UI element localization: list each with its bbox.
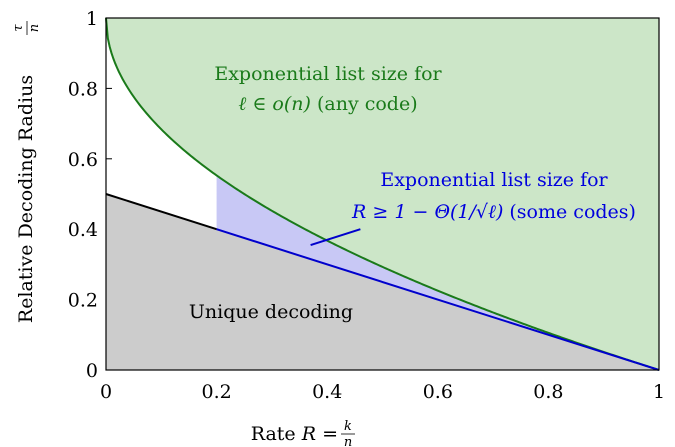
label-any-code-line1: Exponential list size for (214, 63, 442, 85)
y-tick-label: 0.2 (68, 290, 98, 312)
y-axis-label: Relative Decoding Radius τ n (11, 21, 42, 323)
y-tick-labels: 0 0.2 0.4 0.6 0.8 1 (68, 8, 98, 382)
label-some-codes-text: (some codes) (503, 201, 636, 223)
x-axis-label: Rate R = k n (251, 419, 355, 447)
y-tick-label: 1 (86, 8, 98, 30)
y-axis-label-text: Relative Decoding Radius (15, 75, 37, 323)
series-unique-decoding-black (105, 193, 217, 231)
y-tick-label: 0 (86, 360, 98, 382)
plot-curves (105, 17, 660, 371)
x-axis-label-math: R (301, 423, 316, 445)
x-axis-label-frac-den: n (344, 435, 352, 447)
x-tick-label: 0.2 (201, 381, 231, 403)
region-exponential-any-code (106, 18, 659, 370)
label-unique-decoding: Unique decoding (189, 301, 353, 323)
label-some-codes-line1: Exponential list size for (380, 169, 608, 191)
label-any-code-line2: ℓ ∈ o(n) (any code) (238, 93, 417, 115)
y-axis-label-frac-num: τ (11, 24, 26, 32)
x-tick-label: 1 (653, 381, 665, 403)
grid-ticks (106, 87, 112, 160)
annotation-pointer (310, 228, 361, 246)
y-axis-label-frac-den: n (27, 24, 42, 32)
x-axis-label-frac-num: k (344, 419, 352, 434)
label-any-code-text: (any code) (311, 93, 418, 115)
x-tick-labels: 0 0.2 0.4 0.6 0.8 1 (100, 381, 665, 403)
label-any-code-math: ℓ ∈ o(n) (238, 93, 311, 115)
y-tick-label: 0.6 (68, 149, 98, 171)
plot-frame (105, 17, 660, 371)
x-tick-label: 0.8 (533, 381, 563, 403)
series-list-decoding-capacity (105, 17, 660, 371)
label-some-codes-math: R ≥ 1 − Θ(1/√ℓ) (351, 201, 503, 223)
label-some-codes-line2: R ≥ 1 − Θ(1/√ℓ) (some codes) (351, 201, 636, 223)
svg-text:Rate R =: Rate R = (251, 423, 338, 445)
series-unique-decoding-blue (216, 228, 660, 371)
x-axis-label-text: Rate (251, 423, 302, 445)
x-axis-label-eq: = (316, 423, 338, 445)
x-tick-label: 0 (100, 381, 112, 403)
y-tick-label: 0.8 (68, 78, 98, 100)
x-tick-label: 0.6 (423, 381, 453, 403)
x-tick-label: 0.4 (312, 381, 342, 403)
y-tick-label: 0.4 (68, 219, 98, 241)
